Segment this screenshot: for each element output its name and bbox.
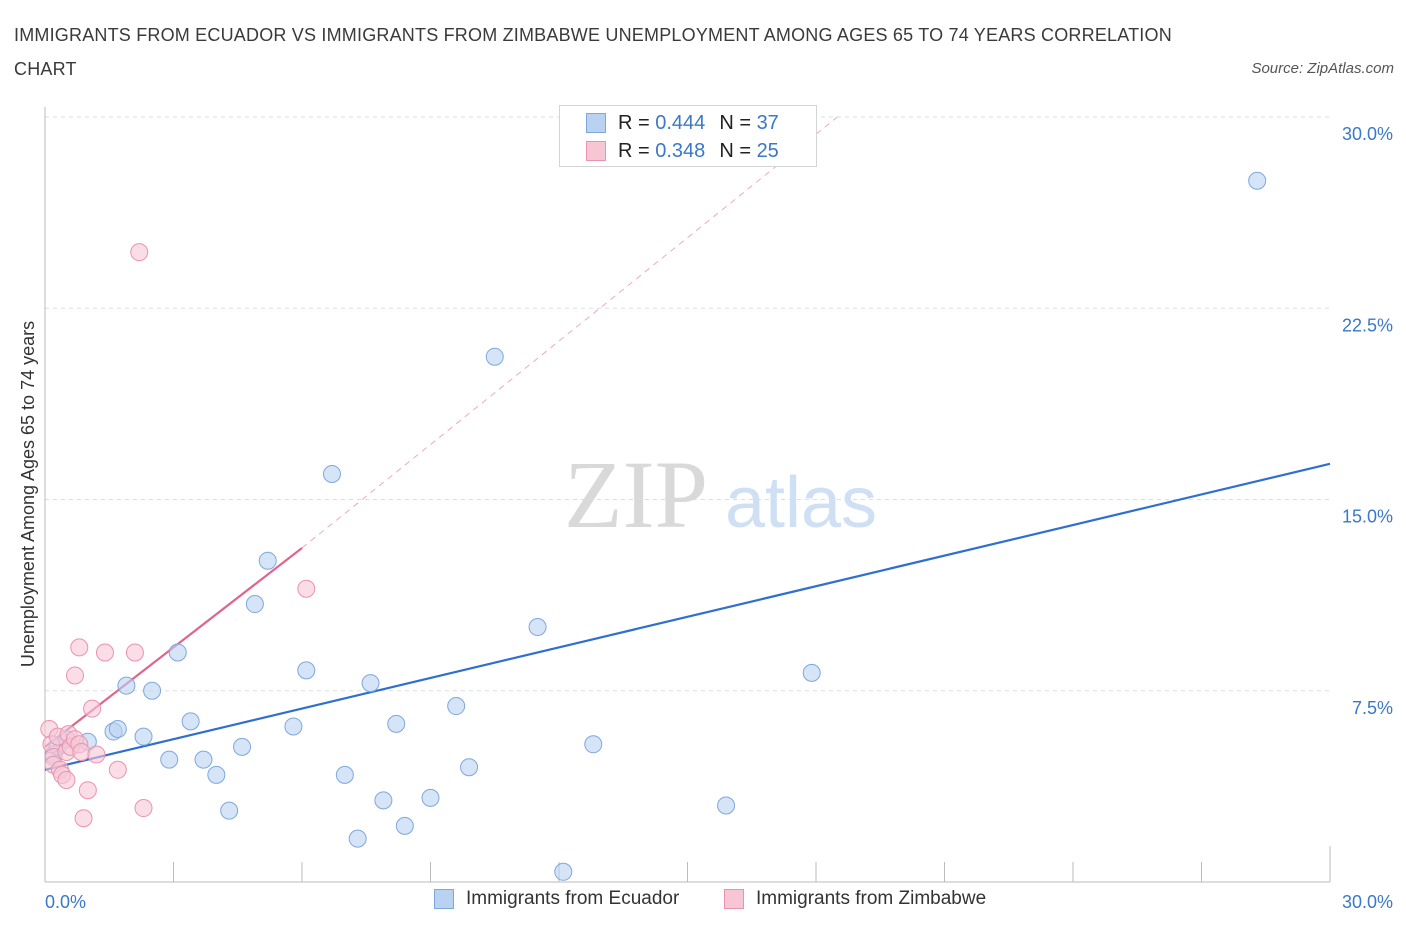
- ecuador-point: [485, 347, 504, 366]
- tick-labels: 7.5% 15.0% 22.5% 30.0% 0.0% 30.0%: [45, 124, 1393, 912]
- x-tick-label: 30.0%: [1342, 892, 1393, 912]
- r-label: R =: [618, 139, 650, 162]
- ecuador-point: [108, 720, 127, 738]
- zimbabwe-point: [74, 809, 93, 828]
- ecuador-point: [348, 829, 367, 848]
- watermark-atlas: atlas: [725, 463, 877, 543]
- zimbabwe-legend-swatch: [724, 889, 744, 909]
- ecuador-point: [554, 862, 573, 881]
- zimbabwe-point: [87, 745, 106, 764]
- ecuador-point: [181, 712, 200, 731]
- data-points: [40, 171, 1267, 881]
- watermark-zip: ZIP: [564, 441, 708, 548]
- ecuador-point: [194, 750, 213, 769]
- y-axis-label: Unemployment Among Ages 65 to 74 years: [18, 321, 38, 667]
- ecuador-point: [207, 765, 226, 784]
- chart-title: IMMIGRANTS FROM ECUADOR VS IMMIGRANTS FR…: [14, 25, 1172, 79]
- zimbabwe-point: [65, 666, 84, 685]
- legend-item-ecuador: Immigrants from Ecuador: [434, 888, 679, 910]
- watermark: ZIP atlas: [564, 441, 877, 548]
- zimbabwe-point: [70, 638, 89, 657]
- ecuador-legend-label: Immigrants from Ecuador: [466, 888, 680, 909]
- y-tick-label: 22.5%: [1342, 315, 1393, 335]
- correlation-legend: R = 0.444 N = 37 R = 0.348 N = 25: [559, 105, 817, 167]
- zimbabwe-trend-extension: [301, 116, 838, 549]
- ecuador-point: [387, 714, 406, 733]
- ecuador-point: [168, 643, 187, 662]
- ecuador-swatch: [586, 113, 606, 133]
- y-tick-label: 30.0%: [1342, 124, 1393, 144]
- zimbabwe-point: [130, 243, 149, 262]
- zimbabwe-n-value: 25: [756, 139, 779, 162]
- zimbabwe-point: [78, 781, 97, 800]
- ecuador-point: [447, 697, 466, 716]
- ecuador-point: [717, 796, 736, 815]
- ecuador-point: [395, 816, 414, 835]
- ecuador-point: [233, 737, 252, 756]
- n-label: N =: [719, 139, 751, 162]
- r-label: R =: [618, 111, 650, 134]
- ecuador-point: [143, 681, 162, 700]
- ecuador-point: [1248, 171, 1267, 190]
- ecuador-n-value: 37: [756, 111, 779, 134]
- ecuador-point: [117, 676, 136, 695]
- zimbabwe-point: [125, 643, 144, 662]
- ecuador-trend-line: [44, 462, 1331, 771]
- legend-row-ecuador: R = 0.444 N = 37: [586, 110, 779, 136]
- ecuador-point: [802, 663, 821, 682]
- ecuador-r-value: 0.444: [655, 111, 706, 134]
- ecuador-point: [220, 801, 239, 820]
- gridlines: [45, 116, 1330, 692]
- legend-item-zimbabwe: Immigrants from Zimbabwe: [724, 888, 986, 910]
- y-tick-label: 15.0%: [1342, 507, 1393, 527]
- ecuador-point: [134, 727, 153, 746]
- ecuador-point: [297, 661, 316, 680]
- ecuador-legend-swatch: [434, 889, 454, 909]
- zimbabwe-point: [83, 699, 102, 718]
- zimbabwe-point: [57, 771, 76, 789]
- ecuador-point: [322, 465, 341, 483]
- zimbabwe-point: [297, 579, 316, 598]
- zimbabwe-point: [108, 760, 127, 779]
- x-tick-label: 0.0%: [45, 892, 86, 912]
- ecuador-point: [361, 674, 380, 693]
- n-label: N =: [719, 111, 751, 134]
- ecuador-point: [528, 618, 547, 636]
- ecuador-point: [284, 717, 303, 736]
- zimbabwe-r-value: 0.348: [655, 139, 706, 162]
- ecuador-point: [258, 551, 277, 570]
- legend-row-zimbabwe: R = 0.348 N = 25: [586, 138, 779, 164]
- ecuador-point: [245, 595, 264, 614]
- zimbabwe-point: [95, 643, 114, 662]
- zimbabwe-legend-label: Immigrants from Zimbabwe: [756, 888, 987, 909]
- ecuador-point: [335, 765, 354, 784]
- ecuador-point: [160, 750, 179, 769]
- ecuador-point: [584, 735, 603, 754]
- y-tick-label: 7.5%: [1352, 698, 1393, 718]
- ecuador-point: [421, 788, 440, 807]
- zimbabwe-point: [134, 799, 153, 818]
- ecuador-point: [460, 758, 479, 777]
- ecuador-point: [374, 791, 393, 810]
- source-label: Source: ZipAtlas.com: [1251, 60, 1394, 77]
- zimbabwe-point: [72, 742, 91, 761]
- zimbabwe-swatch: [586, 141, 606, 161]
